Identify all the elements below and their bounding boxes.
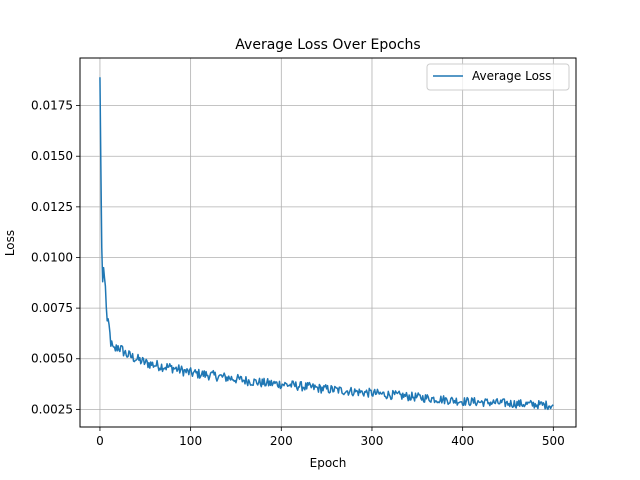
y-tick-label: 0.0025 bbox=[31, 402, 73, 416]
legend-label-average-loss: Average Loss bbox=[472, 69, 551, 83]
y-axis-label: Loss bbox=[3, 230, 17, 256]
axes-frame bbox=[79, 57, 577, 428]
legend: Average Loss bbox=[426, 63, 570, 91]
x-tick-label: 400 bbox=[451, 434, 474, 448]
y-tick-label: 0.0175 bbox=[31, 99, 73, 113]
chart-title: Average Loss Over Epochs bbox=[235, 37, 420, 53]
x-axis-label: Epoch bbox=[310, 456, 347, 470]
legend-box bbox=[426, 63, 570, 91]
x-tick-label: 0 bbox=[96, 434, 104, 448]
y-tick-label: 0.0075 bbox=[31, 301, 73, 315]
series-line-average-loss bbox=[99, 77, 554, 411]
x-tick-label: 100 bbox=[179, 434, 202, 448]
y-tick-label: 0.0125 bbox=[31, 200, 73, 214]
y-tick-label: 0.0100 bbox=[31, 250, 73, 264]
grid bbox=[80, 58, 576, 427]
x-tick-label: 500 bbox=[542, 434, 565, 448]
y-axis: 0.0025 0.0050 0.0075 0.0100 0.0125 0.0150 0.01… bbox=[31, 99, 80, 416]
x-tick-label: 300 bbox=[361, 434, 384, 448]
x-axis: 0 100 200 300 400 500 bbox=[96, 427, 565, 448]
y-tick-label: 0.0050 bbox=[31, 352, 73, 366]
x-tick-label: 200 bbox=[270, 434, 293, 448]
y-tick-label: 0.0150 bbox=[31, 149, 73, 163]
series-layer bbox=[99, 77, 554, 411]
